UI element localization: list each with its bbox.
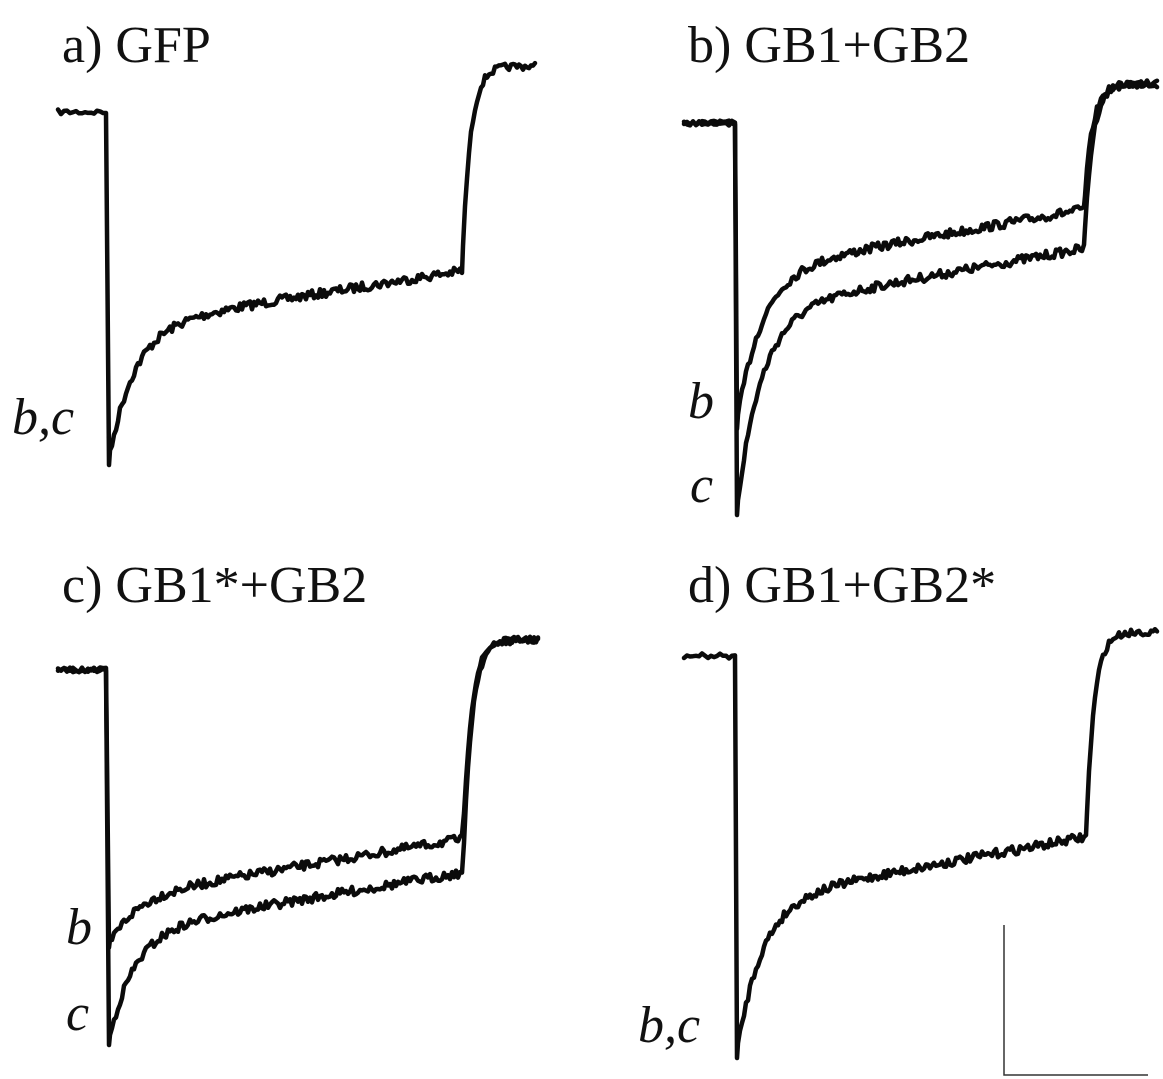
panel-b-label-b: b	[688, 373, 714, 430]
panel-d-traces	[681, 626, 1160, 1061]
panel-a-title: a) GFP	[62, 17, 211, 74]
panel-a: a) GFP b,c	[12, 17, 538, 468]
panel-c-label-c: c	[66, 985, 89, 1042]
panel-d-title: d) GB1+GB2*	[688, 557, 996, 614]
panel-c-label-b: b	[66, 899, 92, 956]
panel-b-trace-b	[681, 79, 1160, 432]
panel-c-trace-c	[55, 635, 541, 1048]
panel-d: d) GB1+GB2* b,c	[638, 557, 1160, 1061]
panel-a-label-bc: b,c	[12, 389, 74, 446]
panel-b-label-c: c	[690, 457, 713, 514]
panel-c-traces	[55, 634, 541, 1048]
panel-b-trace-c	[681, 78, 1160, 518]
panel-c-trace-b	[55, 634, 541, 950]
panel-c-title: c) GB1*+GB2	[62, 557, 367, 614]
panel-b-traces	[681, 78, 1160, 518]
panel-c: c) GB1*+GB2 b c	[55, 557, 541, 1048]
panel-a-traces	[55, 60, 538, 468]
panel-b: b) GB1+GB2 b c	[681, 17, 1160, 518]
scale-bar	[1003, 925, 1148, 1076]
panel-b-title: b) GB1+GB2	[688, 17, 970, 74]
panel-d-trace-bc	[681, 626, 1160, 1061]
panel-a-trace-bc	[55, 60, 538, 468]
panel-d-label-bc: b,c	[638, 997, 700, 1054]
